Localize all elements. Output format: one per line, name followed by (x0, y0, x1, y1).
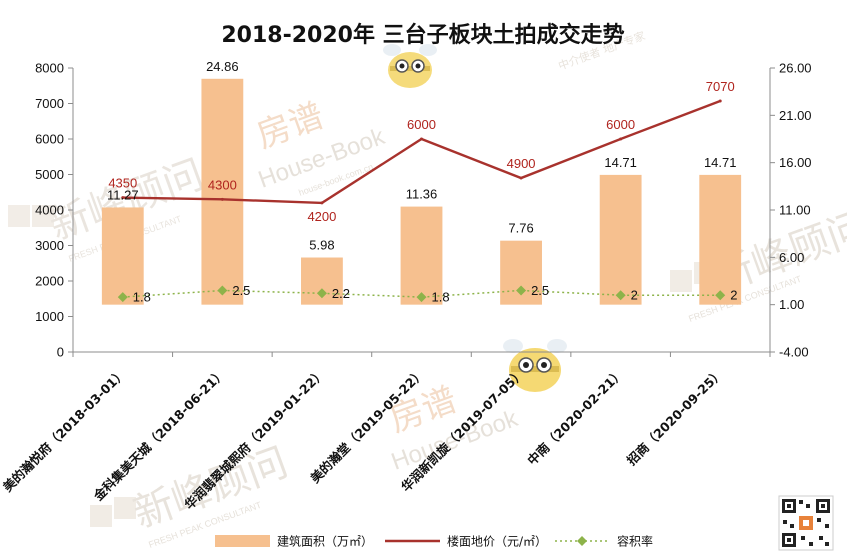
y-right-tick-label: 21.00 (779, 108, 812, 123)
ratio-value-label: 1.8 (133, 290, 151, 305)
price-point (420, 137, 423, 141)
bar-value-label: 11.27 (107, 187, 139, 202)
bee-mascot-icon-2 (503, 339, 567, 392)
ratio-value-label: 2.5 (531, 283, 549, 298)
ratio-point (217, 285, 228, 296)
y-left-tick-label: 5000 (35, 167, 64, 182)
price-value-label: 7070 (706, 79, 735, 94)
bar-area (101, 207, 144, 305)
ratio-point (516, 285, 527, 296)
bar-value-label: 5.98 (309, 238, 334, 253)
y-right-tick-label: -4.00 (779, 345, 809, 360)
ratio-value-label: 2.5 (232, 283, 250, 298)
ratio-value-label: 1.8 (432, 290, 450, 305)
legend-label: 建筑面积（万㎡） (277, 534, 373, 549)
price-point (519, 176, 523, 180)
category-labels: 美的瀚悦府（2018-03-01）金科集美天城（2018-06-21）华润翡翠城… (0, 366, 726, 513)
y-right-tick-label: 1.00 (779, 297, 804, 312)
bar-area (699, 174, 742, 305)
ratio-point (117, 292, 128, 303)
bar-series (101, 78, 742, 305)
bar-value-label: 24.86 (206, 59, 239, 74)
price-point (121, 196, 125, 200)
y-left-tick-label: 0 (57, 345, 64, 360)
ratio-point (715, 290, 726, 301)
legend-label: 容积率 (617, 534, 653, 549)
house-logo-upper: 房谱 House-Book house-book.com.cn (251, 96, 389, 198)
price-point (220, 197, 224, 201)
ratio-value-label: 2 (730, 288, 737, 303)
qr-code-icon (778, 495, 834, 551)
legend-label: 楼面地价（元/㎡） (447, 534, 547, 549)
price-value-label: 6000 (606, 117, 635, 132)
legend: 建筑面积（万㎡） 楼面地价（元/㎡） 容积率 (215, 534, 653, 549)
price-value-label: 4200 (307, 209, 336, 224)
ratio-point (316, 288, 327, 299)
y-right-tick-label: 26.00 (779, 61, 812, 76)
ratio-point (615, 290, 626, 301)
legend-marker-ratio (577, 536, 587, 546)
y-left-tick-label: 6000 (35, 132, 64, 147)
ratio-value-label: 2 (631, 288, 638, 303)
y-left-tick-label: 4000 (35, 203, 64, 218)
price-point (619, 137, 623, 141)
price-value-label: 6000 (407, 117, 436, 132)
y-left-tick-label: 8000 (35, 61, 64, 76)
bar-value-label: 7.76 (508, 221, 533, 236)
price-value-label: 4900 (507, 156, 536, 171)
xinfeng-logo-right: 新峰顾问 FRESH PEAK CONSULTANT (670, 203, 847, 324)
bar-value-label: 14.71 (704, 155, 737, 170)
data-labels: 11.27 24.86 5.98 11.36 7.76 14.71 14.71 4350 430… (107, 59, 737, 305)
price-value-label: 4300 (208, 177, 237, 192)
y-right-tick-label: 6.00 (779, 250, 804, 265)
y-right-tick-label: 16.00 (779, 155, 812, 170)
y-left-tick-label: 2000 (35, 274, 64, 289)
ratio-point (416, 292, 427, 303)
y-left-tick-label: 3000 (35, 238, 64, 253)
chart-title: 2018-2020年 三台子板块土拍成交走势 (221, 22, 624, 48)
y-left-tick-label: 7000 (35, 96, 64, 111)
bee-mascot-icon (383, 44, 437, 88)
price-value-label: 4350 (108, 176, 137, 191)
price-point (320, 201, 324, 205)
y-left-tick-label: 1000 (35, 309, 64, 324)
axes: 0 1000 2000 3000 4000 5000 6000 7000 8000 -4.00 1.… (35, 61, 811, 360)
y-right-tick-label: 11.00 (779, 203, 811, 218)
bar-area (400, 206, 443, 305)
bar-value-label: 14.71 (604, 155, 637, 170)
price-point (718, 99, 722, 103)
category-label: 招商（2020-09-25） (624, 366, 727, 469)
bar-area (599, 174, 642, 305)
bar-area (201, 78, 244, 305)
legend-swatch-area (215, 535, 270, 547)
ratio-value-label: 2.2 (332, 286, 350, 301)
line-series (117, 99, 726, 303)
bar-value-label: 11.36 (406, 187, 438, 202)
